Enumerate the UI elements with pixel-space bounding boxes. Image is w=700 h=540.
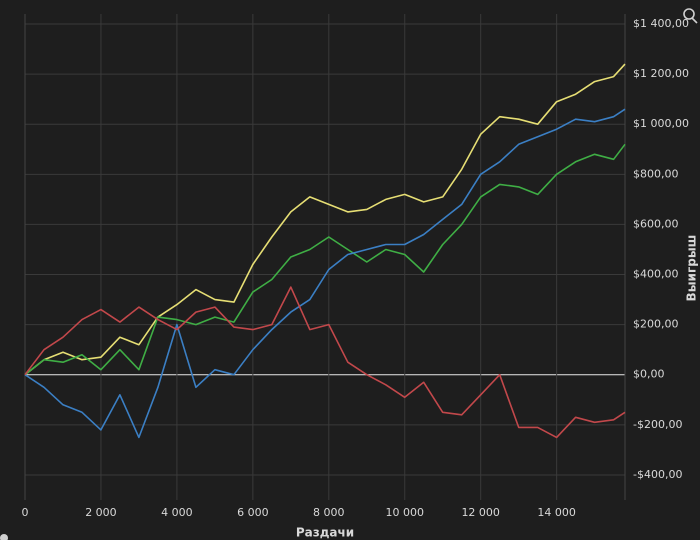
x-tick-label: 12 000 [461, 506, 500, 519]
y-tick-label: $400,00 [633, 268, 679, 281]
x-tick-label: 4 000 [161, 506, 193, 519]
x-tick-label: 10 000 [385, 506, 424, 519]
y-tick-label: -$400,00 [633, 468, 682, 481]
y-tick-label: $200,00 [633, 318, 679, 331]
y-tick-label: $600,00 [633, 217, 679, 230]
x-axis-title: Раздачи [296, 526, 354, 540]
y-axis-title: Выигрыш [685, 235, 699, 302]
y-tick-label: $0,00 [633, 368, 665, 381]
x-tick-label: 6 000 [237, 506, 269, 519]
x-tick-label: 2 000 [85, 506, 117, 519]
zoom-icon[interactable] [683, 8, 698, 24]
x-tick-label: 14 000 [537, 506, 576, 519]
series-line [24, 286, 626, 439]
series-line [24, 108, 626, 439]
y-tick-label: -$200,00 [633, 418, 682, 431]
x-tick-label: 8 000 [313, 506, 345, 519]
series-line [24, 63, 626, 376]
y-tick-label: $1 000,00 [633, 117, 689, 130]
x-tick-label: 0 [22, 506, 29, 519]
y-tick-label: $800,00 [633, 167, 679, 180]
settings-icon[interactable] [0, 534, 8, 540]
y-tick-label: $1 400,00 [633, 17, 689, 30]
y-tick-label: $1 200,00 [633, 67, 689, 80]
series-line [24, 143, 626, 376]
